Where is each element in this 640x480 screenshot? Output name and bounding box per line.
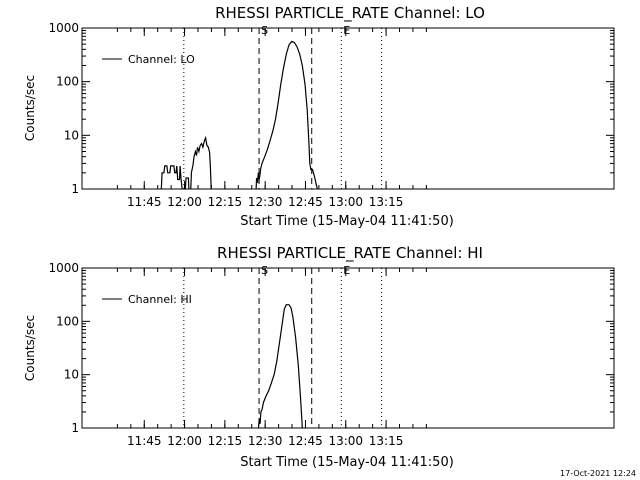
lo-y-tick-label: 10 xyxy=(64,128,79,142)
lo-series-line xyxy=(255,40,318,189)
hi-legend-label: Channel: HI xyxy=(128,293,192,306)
lo-plot-frame xyxy=(81,27,615,190)
lo-marker-label: S xyxy=(261,24,268,37)
hi-plot-layer: 1 10 100 1000 11:45 12:00 12:15 12:30 12:45 13:00… xyxy=(48,261,615,448)
lo-y-axis-label: Counts/sec xyxy=(23,75,37,141)
hi-x-tick-label: 11:45 xyxy=(127,434,162,448)
hi-y-tick-label: 1 xyxy=(71,421,79,435)
lo-chart-title: RHESSI PARTICLE_RATE Channel: LO xyxy=(215,4,485,23)
lo-series-line xyxy=(190,135,212,189)
hi-x-tick-label: 12:45 xyxy=(288,434,323,448)
hi-plot-frame xyxy=(81,267,615,429)
lo-x-tick-label: 12:15 xyxy=(208,195,243,209)
lo-marker-label: E xyxy=(343,24,350,37)
lo-x-tick-label: 12:30 xyxy=(248,195,283,209)
lo-plot-layer: 1 10 100 1000 11:45 12:00 12:15 12:30 12:45 13:00… xyxy=(48,21,615,209)
lo-x-tick-label: 12:00 xyxy=(167,195,202,209)
hi-x-tick-label: 12:15 xyxy=(208,434,243,448)
hi-x-tick-label: 12:30 xyxy=(248,434,283,448)
hi-chart-title: RHESSI PARTICLE_RATE Channel: HI xyxy=(217,244,483,263)
lo-series-line xyxy=(184,177,190,189)
lo-y-tick-label: 100 xyxy=(56,75,79,89)
hi-x-axis-label: Start Time (15-May-04 11:41:50) xyxy=(240,455,454,470)
hi-x-tick-label: 13:00 xyxy=(328,434,363,448)
lo-x-tick-label: 13:00 xyxy=(328,195,363,209)
lo-x-tick-label: 13:15 xyxy=(369,195,404,209)
lo-series-line xyxy=(160,165,183,189)
lo-x-tick-label: 11:45 xyxy=(127,195,162,209)
lo-x-tick-label: 12:45 xyxy=(288,195,323,209)
lo-y-tick-label: 1 xyxy=(71,182,79,196)
hi-marker-label: E xyxy=(343,264,350,277)
hi-y-tick-label: 10 xyxy=(64,368,79,382)
lo-y-tick-label: 1000 xyxy=(48,21,79,35)
hi-y-axis-label: Counts/sec xyxy=(23,315,37,381)
hi-series-line xyxy=(257,304,303,428)
hi-y-tick-label: 100 xyxy=(56,314,79,328)
lo-legend-label: Channel: LO xyxy=(128,53,195,66)
lo-chart-panel: RHESSI PARTICLE_RATE Channel: LO Counts/… xyxy=(23,4,615,229)
lo-x-axis-label: Start Time (15-May-04 11:41:50) xyxy=(240,214,454,229)
hi-chart-panel: RHESSI PARTICLE_RATE Channel: HI Counts/… xyxy=(23,244,615,470)
hi-y-tick-label: 1000 xyxy=(48,261,79,275)
timestamp-label: 17-Oct-2021 12:24 xyxy=(560,469,636,478)
hi-x-tick-label: 12:00 xyxy=(167,434,202,448)
hi-marker-label: S xyxy=(261,264,268,277)
hi-x-tick-label: 13:15 xyxy=(369,434,404,448)
